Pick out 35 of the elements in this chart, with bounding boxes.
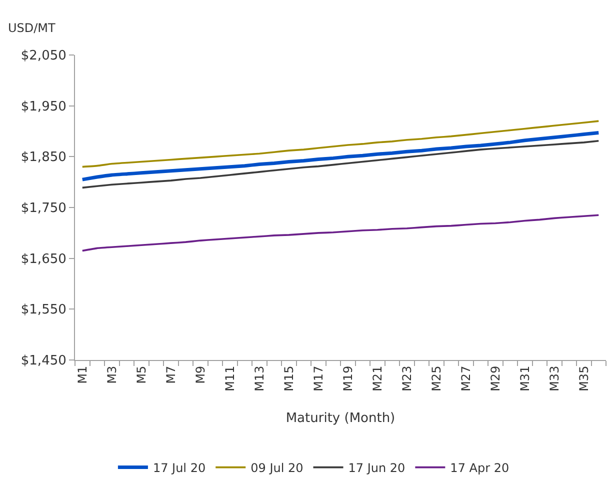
y-tick-label: $1,850 — [20, 150, 66, 166]
x-tick-label: M31 — [518, 366, 532, 392]
x-tick-label: M29 — [488, 366, 502, 392]
line-series — [81, 214, 600, 252]
y-tick-label: $1,650 — [20, 252, 66, 267]
legend-label: 09 Jul 20 — [250, 460, 304, 475]
x-tick-label: M17 — [311, 366, 326, 392]
x-tick-label: M11 — [222, 366, 237, 392]
x-tick-label: M9 — [193, 366, 208, 384]
x-tick-label: M27 — [458, 366, 473, 392]
y-tick-label: $1,750 — [20, 201, 66, 216]
y-tick-label: $2,050 — [20, 48, 66, 64]
legend-label: 17 Jul 20 — [152, 460, 206, 475]
x-tick-label: M7 — [164, 366, 178, 384]
legend-label: 17 Apr 20 — [450, 460, 510, 475]
x-tick-label: M21 — [370, 366, 384, 392]
line-series — [81, 120, 600, 168]
x-tick-label: M23 — [400, 366, 414, 392]
y-tick-label: $1,550 — [20, 302, 66, 318]
x-tick-label: M1 — [75, 366, 90, 384]
y-axis-title: USD/MT — [8, 21, 56, 35]
x-axis-title: Maturity (Month) — [286, 411, 396, 426]
x-tick-label: M19 — [340, 366, 355, 392]
x-tick-label: M35 — [576, 366, 591, 392]
line-series — [80, 131, 600, 182]
x-tick-label: M25 — [429, 366, 444, 392]
x-tick-label: M5 — [134, 366, 148, 384]
y-tick-label: $1,950 — [20, 99, 66, 114]
x-tick-label: M15 — [282, 366, 296, 392]
x-tick-label: M3 — [104, 366, 119, 384]
y-tick-label: $1,450 — [20, 354, 66, 369]
x-tick-label: M33 — [547, 366, 562, 392]
line-series — [81, 140, 600, 189]
x-tick-label: M13 — [252, 366, 266, 392]
legend-label: 17 Jun 20 — [348, 460, 406, 475]
